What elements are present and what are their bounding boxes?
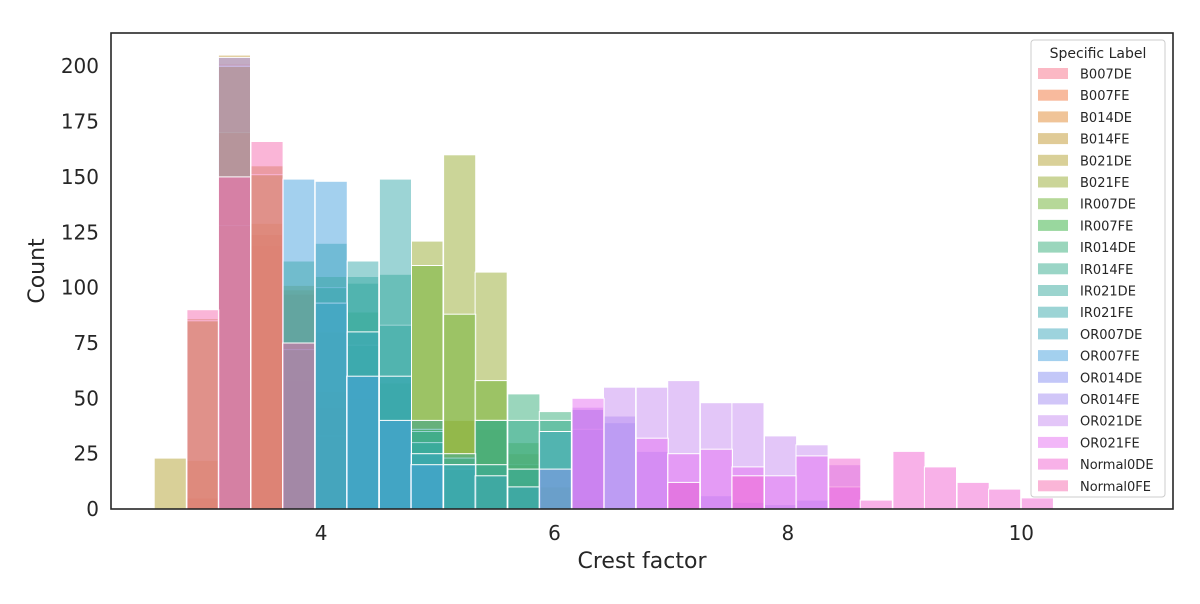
bar-normal0fe-3 [282,342,316,510]
y-tick-label-2: 50 [74,386,99,410]
bar-normal0de-2 [828,457,862,510]
y-tick-label-6: 150 [61,165,99,189]
legend-swatch-ir014fe [1038,263,1068,275]
bar-normal0de-5 [923,466,958,510]
legend-swatch-or021de [1038,415,1068,427]
x-ticks: 4 6 8 10 [315,521,1034,545]
legend-label-ir014de: IR014DE [1080,241,1136,256]
legend-label-ir021fe: IR021FE [1080,306,1133,321]
bar-normal0fe-1 [217,176,251,510]
legend-label-normal0fe: Normal0FE [1080,480,1151,495]
legend-swatch-normal0fe [1038,480,1068,492]
x-tick-label-1: 6 [548,521,561,545]
legend-label-b007de: B007DE [1080,68,1132,83]
legend-label-or007fe: OR007FE [1080,350,1140,365]
legend-label-b014de: B014DE [1080,111,1132,126]
y-tick-label-3: 75 [74,331,99,355]
legend-label-or014de: OR014DE [1080,371,1142,386]
bar-normal0fe-0 [186,309,220,510]
legend-swatch-b021fe [1038,176,1068,188]
x-tick-label-0: 4 [315,521,328,545]
y-ticks: 0 25 50 75 100 125 150 175 200 [61,54,99,521]
bars-layer [153,54,1054,510]
legend-label-or021fe: OR021FE [1080,436,1140,451]
bar-normal0de-4 [892,450,926,510]
y-axis-label: Count [25,238,50,304]
legend-label-ir021de: IR021DE [1080,285,1136,300]
bar-or021fe-3 [699,448,734,510]
legend-swatch-b021de [1038,154,1068,166]
bar-or021fe-6 [795,455,829,510]
legend-swatch-ir021fe [1038,306,1068,318]
legend-swatch-normal0de [1038,458,1068,470]
bar-normal0de-0 [667,481,701,510]
legend-label-normal0de: Normal0DE [1080,458,1154,473]
bar-normal0de-3 [859,499,893,510]
x-tick-label-3: 10 [1009,521,1034,545]
legend-swatch-ir021de [1038,285,1068,296]
bar-or007fe-4 [410,464,444,510]
legend-swatch-or014de [1038,371,1068,383]
legend-label-ir007fe: IR007FE [1080,219,1133,234]
y-tick-label-5: 125 [61,220,99,244]
legend-label-b021de: B021DE [1080,154,1132,169]
legend-swatch-ir007fe [1038,219,1068,231]
legend-swatch-or021fe [1038,436,1068,448]
x-tick-label-2: 8 [782,521,795,545]
bar-or014de-0 [538,468,572,510]
series-normal0de [667,450,1054,510]
y-tick-label-8: 200 [61,54,99,78]
legend-label-ir007de: IR007DE [1080,198,1136,213]
legend-label-or007de: OR007DE [1080,328,1142,343]
legend-swatch-or007fe [1038,350,1068,362]
bar-or007fe-2 [346,375,380,510]
bar-normal0de-1 [731,475,765,510]
legend-label-b007fe: B007FE [1080,89,1129,104]
legend-swatch-b007de [1038,68,1068,79]
legend-label-or021de: OR021DE [1080,415,1142,430]
series-normal0fe [186,141,316,510]
bar-or021de-1 [603,386,637,510]
x-axis-label: Crest factor [578,549,708,574]
legend-swatch-b014fe [1038,133,1068,145]
bar-normal0de-6 [956,481,990,510]
legend-swatch-b007fe [1038,89,1068,101]
legend-swatch-b014de [1038,111,1068,123]
bar-or007fe-3 [378,419,412,510]
y-tick-label-0: 0 [86,497,99,521]
legend-swatch-ir007de [1038,198,1068,210]
legend-items: B007DE B007FE B014DE B014FE B021DE B021FE IR00… [1038,68,1154,495]
legend-label-b021fe: B021FE [1080,176,1129,191]
y-tick-label-4: 100 [61,276,99,300]
legend-swatch-or007de [1038,328,1068,340]
bar-b021de-0 [153,457,187,510]
bar-or007fe-1 [314,180,348,510]
bar-or021fe-0 [571,397,605,510]
legend-swatch-ir014de [1038,241,1068,253]
bar-normal0de-7 [988,488,1022,510]
legend-label-or014fe: OR014FE [1080,393,1140,408]
legend-label-b014fe: B014FE [1080,133,1129,148]
legend-title: Specific Label [1050,46,1147,62]
legend-label-ir014fe: IR014FE [1080,263,1133,278]
plot-frame [110,32,1174,510]
bar-normal0de-8 [1020,497,1054,510]
y-tick-label-1: 25 [74,442,99,466]
bar-or021fe-5 [764,475,798,510]
legend: Specific Label B007DEB007FEB014DEB014FEB… [1030,39,1166,498]
y-tick-label-7: 175 [61,110,99,134]
bar-or021fe-1 [635,437,669,510]
bar-or007de-4 [443,464,477,510]
bar-or007de-6 [507,486,541,510]
bar-normal0fe-2 [250,141,284,510]
legend-swatch-or014fe [1038,393,1068,405]
bar-or007de-5 [474,475,508,510]
